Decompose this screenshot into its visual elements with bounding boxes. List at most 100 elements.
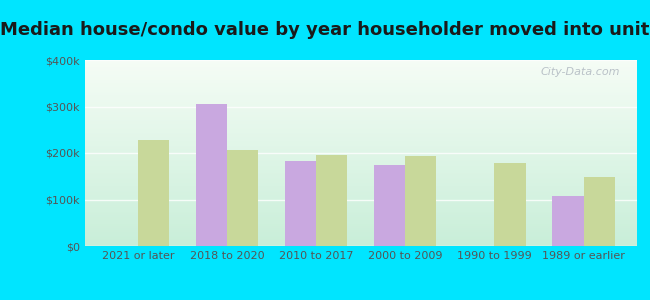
Bar	[84, 167, 637, 168]
Bar	[84, 71, 637, 72]
Bar	[84, 89, 637, 90]
Bar	[84, 160, 637, 161]
Bar	[84, 200, 637, 201]
Bar	[84, 114, 637, 115]
Bar	[84, 103, 637, 104]
Bar	[285, 161, 316, 246]
Bar	[84, 233, 637, 234]
Bar	[84, 63, 637, 64]
Bar	[84, 154, 637, 155]
Bar	[84, 66, 637, 67]
Bar	[84, 116, 637, 117]
Bar	[84, 161, 637, 162]
Bar	[84, 225, 637, 226]
Bar	[84, 124, 637, 125]
Bar	[84, 171, 637, 172]
Bar	[84, 243, 637, 244]
Bar	[84, 90, 637, 91]
Bar	[84, 245, 637, 246]
Bar	[84, 101, 637, 102]
Bar	[84, 150, 637, 151]
Bar	[84, 94, 637, 95]
Bar	[84, 231, 637, 232]
Bar	[84, 196, 637, 197]
Bar	[84, 226, 637, 227]
Bar	[84, 152, 637, 153]
Bar	[84, 99, 637, 100]
Bar	[84, 100, 637, 101]
Bar	[84, 194, 637, 195]
Bar	[84, 153, 637, 154]
Bar	[84, 198, 637, 199]
Bar	[84, 77, 637, 78]
Bar	[84, 222, 637, 223]
Bar	[84, 84, 637, 85]
Bar	[84, 237, 637, 238]
Bar	[84, 179, 637, 180]
Bar	[84, 159, 637, 160]
Bar	[84, 106, 637, 107]
Bar	[84, 188, 637, 189]
Bar	[84, 162, 637, 163]
Bar	[84, 110, 637, 111]
Bar	[84, 165, 637, 166]
Bar	[84, 115, 637, 116]
Bar	[84, 202, 637, 203]
Bar	[84, 128, 637, 129]
Bar	[84, 134, 637, 135]
Bar	[84, 215, 637, 216]
Bar	[84, 168, 637, 169]
Bar	[84, 126, 637, 127]
Bar	[84, 184, 637, 185]
Bar	[84, 125, 637, 126]
Bar	[84, 107, 637, 108]
Bar	[84, 136, 637, 137]
Bar	[227, 150, 258, 246]
Bar	[84, 92, 637, 94]
Bar	[84, 120, 637, 122]
Bar	[84, 145, 637, 146]
Bar	[84, 122, 637, 123]
Bar	[84, 75, 637, 76]
Bar	[84, 228, 637, 229]
Bar	[84, 86, 637, 87]
Bar	[84, 195, 637, 196]
Bar	[84, 112, 637, 113]
Bar	[84, 208, 637, 209]
Bar	[84, 83, 637, 84]
Bar	[84, 170, 637, 171]
Bar	[84, 157, 637, 158]
Bar	[84, 147, 637, 148]
Bar	[84, 88, 637, 89]
Bar	[84, 81, 637, 82]
Bar	[84, 62, 637, 63]
Bar	[84, 113, 637, 114]
Bar	[552, 196, 584, 246]
Bar	[84, 78, 637, 79]
Bar	[84, 180, 637, 181]
Bar	[84, 192, 637, 193]
Bar	[374, 165, 406, 246]
Bar	[84, 61, 637, 62]
Bar	[84, 210, 637, 211]
Bar	[84, 129, 637, 130]
Bar	[84, 212, 637, 214]
Bar	[84, 183, 637, 184]
Bar	[84, 158, 637, 159]
Bar	[84, 130, 637, 131]
Bar	[84, 235, 637, 236]
Bar	[84, 164, 637, 165]
Text: City-Data.com: City-Data.com	[541, 68, 620, 77]
Bar	[84, 224, 637, 225]
Bar	[84, 80, 637, 81]
Bar	[84, 111, 637, 112]
Bar	[84, 127, 637, 128]
Bar	[84, 232, 637, 233]
Bar	[84, 177, 637, 178]
Bar	[84, 216, 637, 217]
Text: Median house/condo value by year householder moved into unit: Median house/condo value by year househo…	[0, 21, 650, 39]
Bar	[84, 141, 637, 142]
Bar	[84, 203, 637, 204]
Bar	[84, 151, 637, 152]
Bar	[84, 234, 637, 235]
